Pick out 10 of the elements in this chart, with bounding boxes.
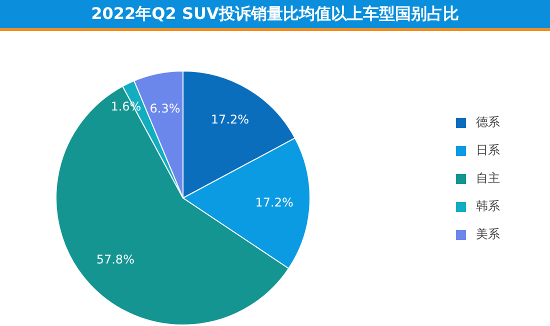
legend-label: 韩系 [476, 198, 500, 215]
legend-label: 德系 [476, 114, 500, 131]
data-label: 6.3% [150, 101, 180, 116]
legend-label: 日系 [476, 142, 500, 159]
data-label: 17.2% [255, 195, 294, 210]
legend-label: 美系 [476, 226, 500, 243]
chart-title: 2022年Q2 SUV投诉销量比均值以上车型国别占比 [0, 0, 550, 31]
data-label: 17.2% [210, 112, 250, 127]
data-label: 57.8% [96, 252, 134, 267]
legend-label: 自主 [476, 170, 500, 187]
